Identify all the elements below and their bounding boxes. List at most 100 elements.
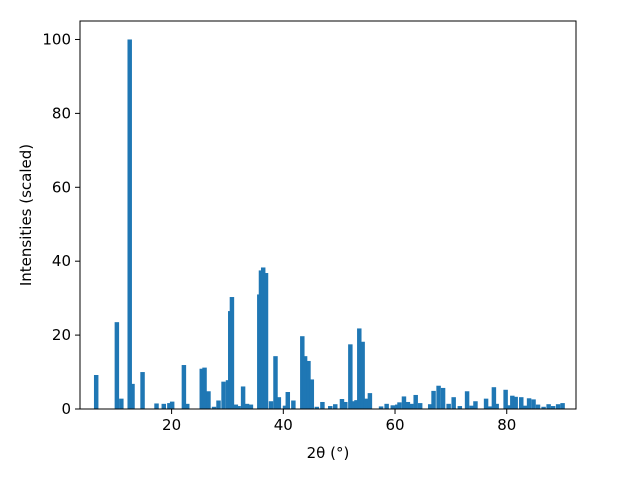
bar [282,405,288,409]
bar [550,406,556,409]
bar [244,403,250,409]
bar [451,397,456,409]
bar [354,400,359,409]
x-tick-label: 40 [274,416,293,434]
bar [390,405,396,409]
bar [357,328,362,409]
bar [161,403,167,409]
bar-series [93,39,565,409]
bar [309,379,315,409]
bar [211,406,217,409]
bar [236,406,241,409]
bar [360,341,365,409]
bar [427,404,433,409]
bar [119,398,124,409]
bar [440,387,446,409]
bar [181,365,187,409]
bar [510,395,515,409]
y-tick-label: 80 [52,104,71,122]
y-tick-label: 100 [42,30,71,48]
bar [367,393,373,409]
bar [560,403,565,409]
bar [333,404,338,409]
bar [541,406,546,409]
bar [114,322,120,409]
bar [555,404,561,409]
bar [314,406,320,409]
bar [519,397,524,409]
bar [348,344,353,409]
bar [260,267,266,409]
bar [221,381,226,409]
bar [446,403,451,409]
bar [378,406,384,409]
bar [523,405,528,409]
bar [276,397,282,409]
bar [363,398,369,409]
bar [216,400,221,409]
bar [202,367,207,409]
bar [503,389,508,409]
bar [413,394,418,409]
bar [248,404,254,409]
bar [351,401,356,409]
x-axis-title: 2θ (°) [307,444,350,462]
bar [487,406,493,409]
bar [531,399,536,409]
bar [464,391,470,409]
bar [199,368,204,409]
bar [457,406,463,409]
bar [285,392,291,409]
bar [320,401,325,409]
bar [328,406,333,409]
bar [302,356,308,409]
bar [169,401,175,409]
bar [167,403,172,409]
x-axis-ticks: 20 40 60 80 [162,409,516,434]
bar [206,391,211,409]
bar [306,360,311,409]
bar [408,403,414,409]
bar [154,403,159,409]
bar [417,403,423,409]
y-tick-label: 60 [52,178,71,196]
bar [483,398,489,409]
bar [127,39,132,409]
bar [263,273,269,409]
bar [491,387,497,409]
bar [469,405,474,409]
bar [240,386,246,409]
bar [526,398,532,409]
bar [130,383,135,409]
bar [431,390,436,409]
bar [229,297,235,409]
bar [140,372,145,409]
y-tick-label: 20 [52,326,71,344]
bar [93,375,99,409]
bar [546,404,551,409]
bar [225,380,231,409]
bar [436,385,441,409]
bar [291,400,296,409]
x-tick-label: 60 [385,416,404,434]
bar [343,401,348,409]
bar [268,401,274,409]
bar [405,401,411,409]
bar [513,396,518,409]
plot-frame [79,20,577,410]
bar [384,403,389,409]
x-tick-label: 20 [162,416,181,434]
x-tick-label: 80 [497,416,516,434]
bar [300,336,305,409]
bar [185,403,190,409]
bar [273,356,278,409]
bar [233,404,239,409]
bar [506,405,512,409]
y-axis-title: Intensities (scaled) [17,144,35,286]
y-axis-ticks: 0 20 40 60 80 100 [42,30,80,418]
bar [535,404,541,409]
y-tick-label: 40 [52,252,71,270]
bar [401,396,407,409]
y-tick-label: 0 [61,400,71,418]
